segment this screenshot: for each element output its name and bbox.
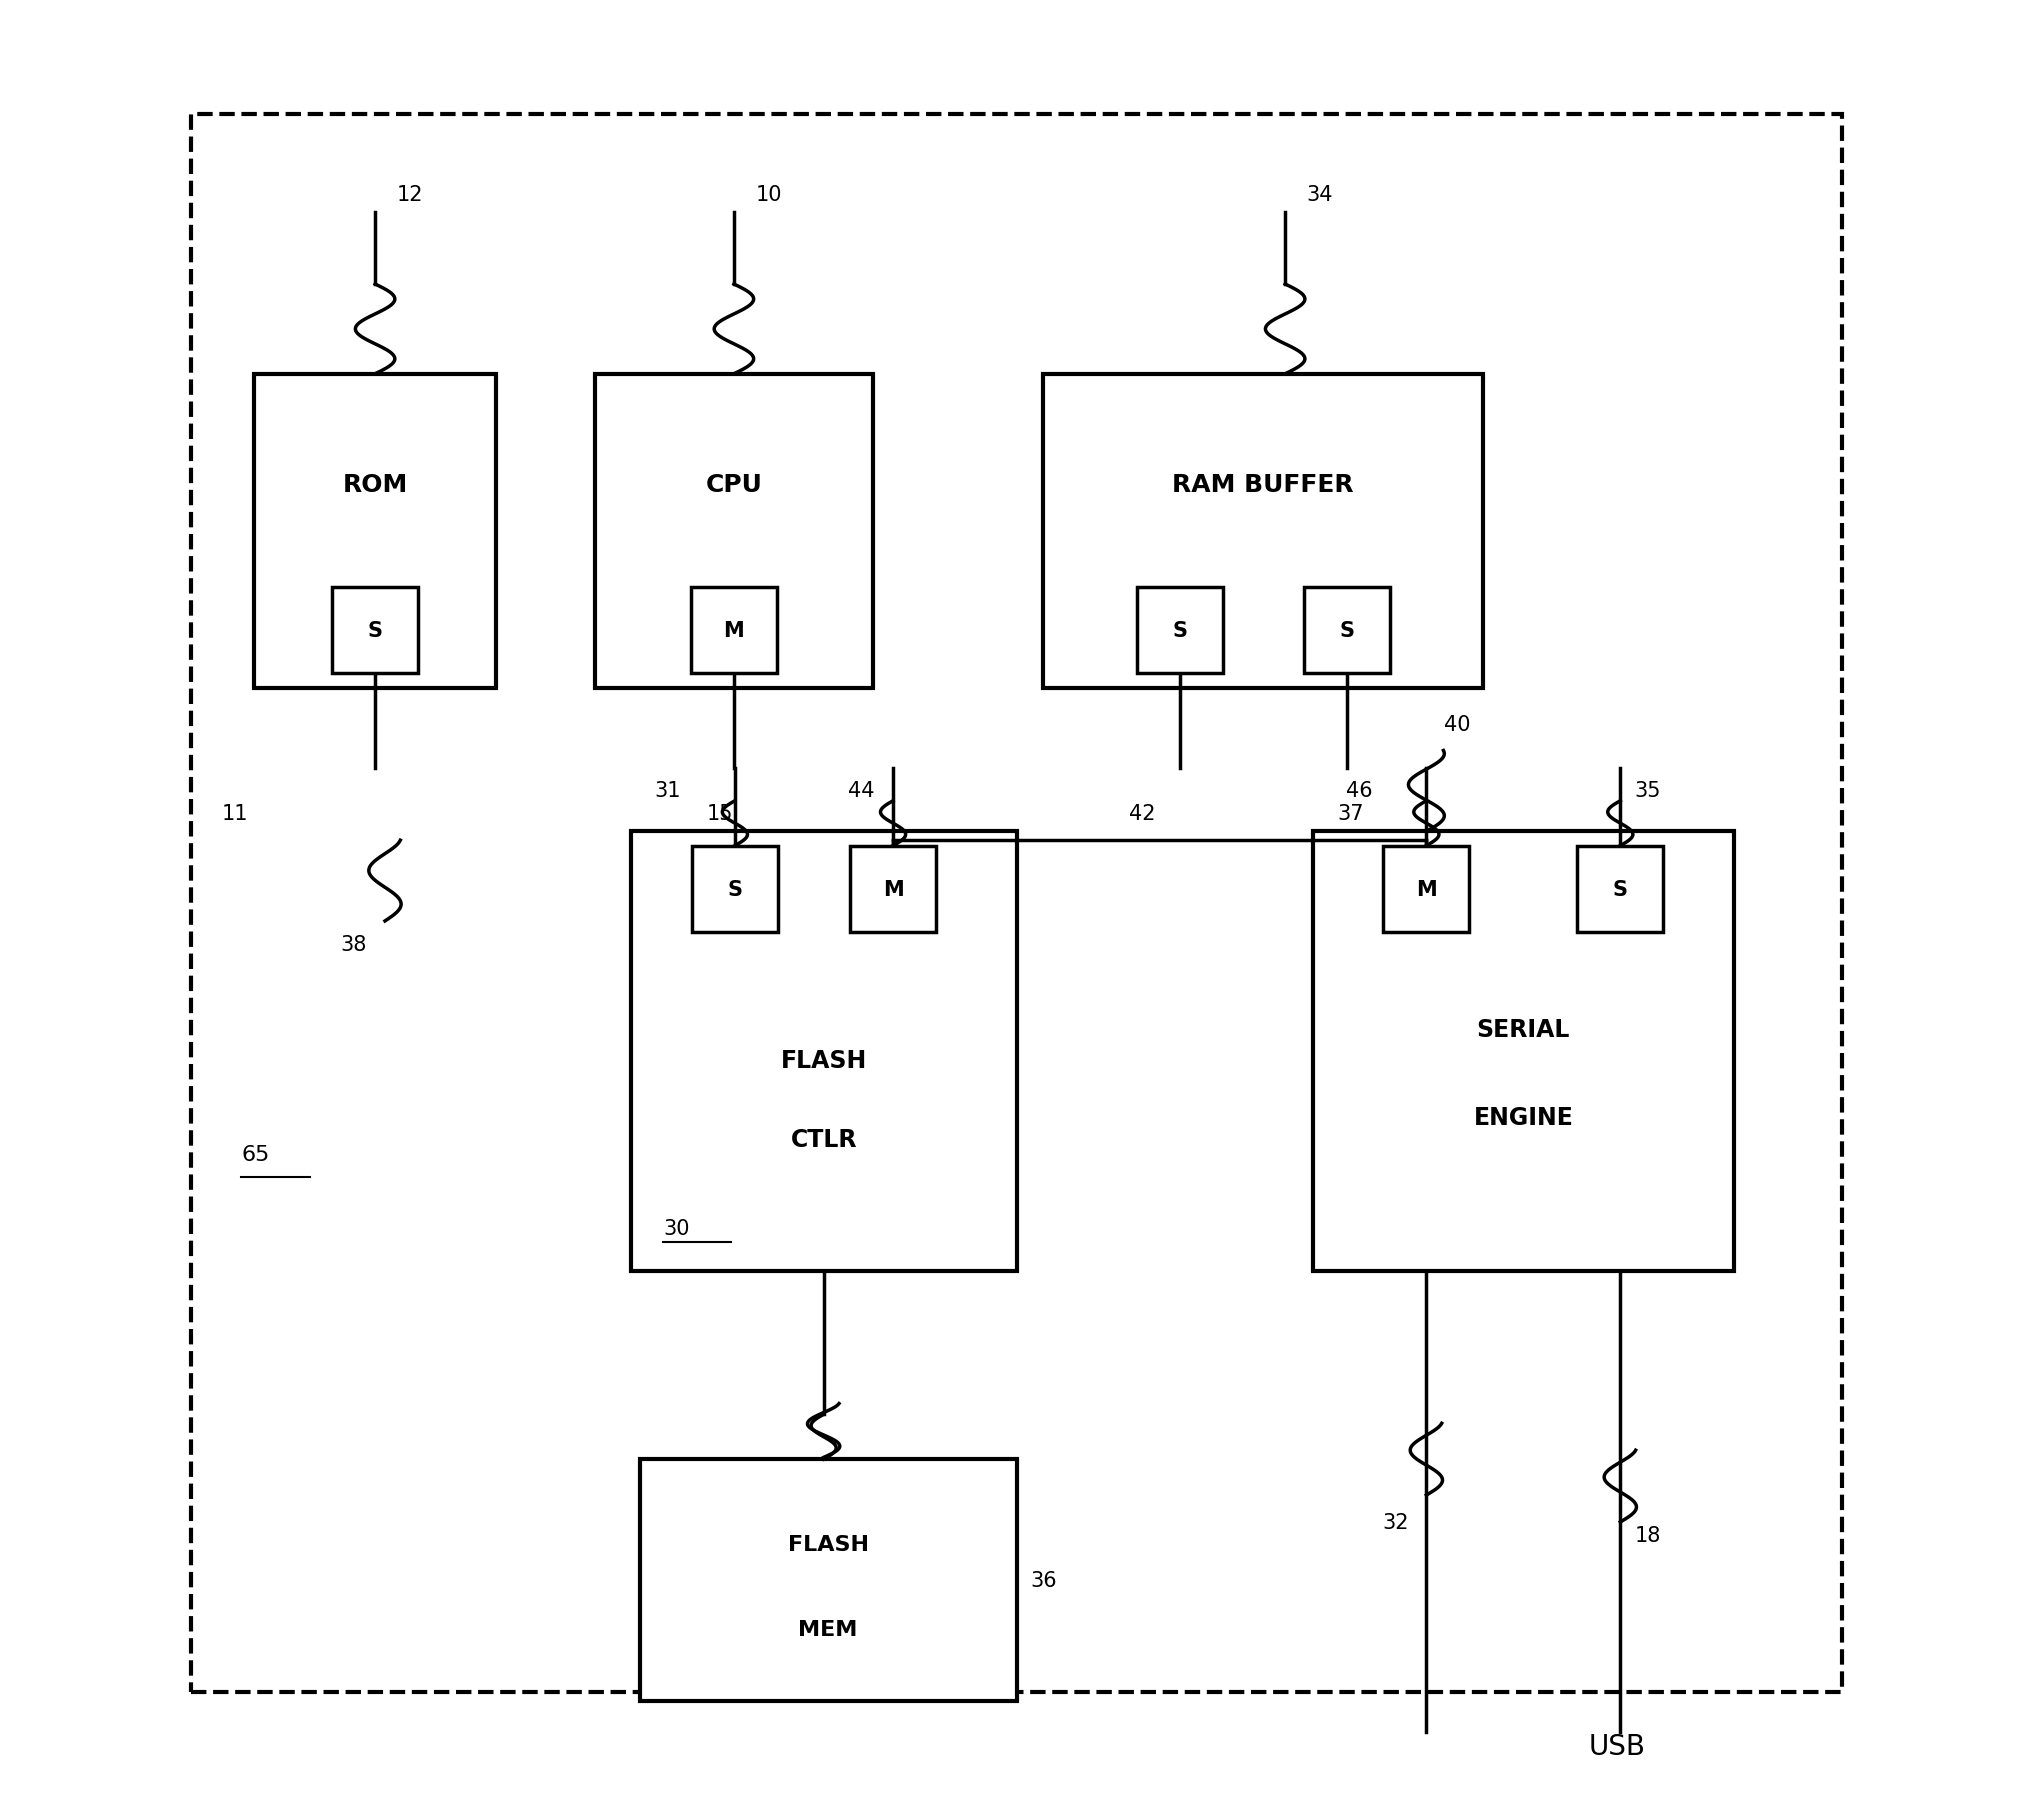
Text: RAM BUFFER: RAM BUFFER: [1172, 472, 1353, 497]
Text: 37: 37: [1337, 804, 1363, 824]
Bar: [640, 1460, 1016, 1702]
Text: M: M: [1416, 880, 1437, 900]
Text: S: S: [1611, 880, 1628, 900]
Text: 65: 65: [242, 1144, 270, 1164]
Text: FLASH: FLASH: [786, 1534, 868, 1554]
Text: 32: 32: [1382, 1512, 1408, 1532]
Text: 15: 15: [707, 804, 734, 824]
Text: M: M: [882, 880, 902, 900]
Text: USB: USB: [1589, 1733, 1646, 1760]
Bar: [1042, 374, 1481, 688]
Text: 38: 38: [341, 934, 368, 954]
Text: M: M: [723, 622, 744, 641]
Text: 40: 40: [1443, 714, 1469, 734]
Text: FLASH: FLASH: [780, 1048, 866, 1072]
Text: 31: 31: [654, 781, 681, 801]
Text: SERIAL: SERIAL: [1475, 1017, 1569, 1041]
Text: 36: 36: [1030, 1570, 1057, 1590]
Text: ENGINE: ENGINE: [1473, 1106, 1573, 1129]
Text: 42: 42: [1130, 804, 1156, 824]
Bar: [1136, 587, 1221, 674]
Text: 11: 11: [221, 804, 248, 824]
Text: 34: 34: [1307, 186, 1333, 206]
Text: 12: 12: [396, 186, 423, 206]
Text: 18: 18: [1634, 1525, 1660, 1545]
Text: S: S: [727, 880, 742, 900]
Text: S: S: [368, 622, 382, 641]
Text: 35: 35: [1634, 781, 1660, 801]
Text: 10: 10: [756, 186, 782, 206]
Text: ROM: ROM: [341, 472, 408, 497]
Text: CPU: CPU: [705, 472, 762, 497]
Bar: [849, 846, 935, 932]
Bar: [630, 831, 1016, 1270]
Bar: [691, 846, 778, 932]
Text: CTLR: CTLR: [790, 1128, 855, 1151]
Bar: [1382, 846, 1469, 932]
Bar: [1303, 587, 1390, 674]
Text: S: S: [1339, 622, 1353, 641]
Bar: [254, 374, 496, 688]
Bar: [331, 587, 419, 674]
Text: S: S: [1172, 622, 1187, 641]
Bar: [1577, 846, 1662, 932]
Bar: [191, 114, 1841, 1693]
Text: MEM: MEM: [799, 1619, 858, 1639]
Bar: [691, 587, 776, 674]
Bar: [595, 374, 872, 688]
Text: 30: 30: [662, 1220, 689, 1240]
Text: 46: 46: [1345, 781, 1372, 801]
Text: 44: 44: [847, 781, 874, 801]
Bar: [1313, 831, 1733, 1270]
